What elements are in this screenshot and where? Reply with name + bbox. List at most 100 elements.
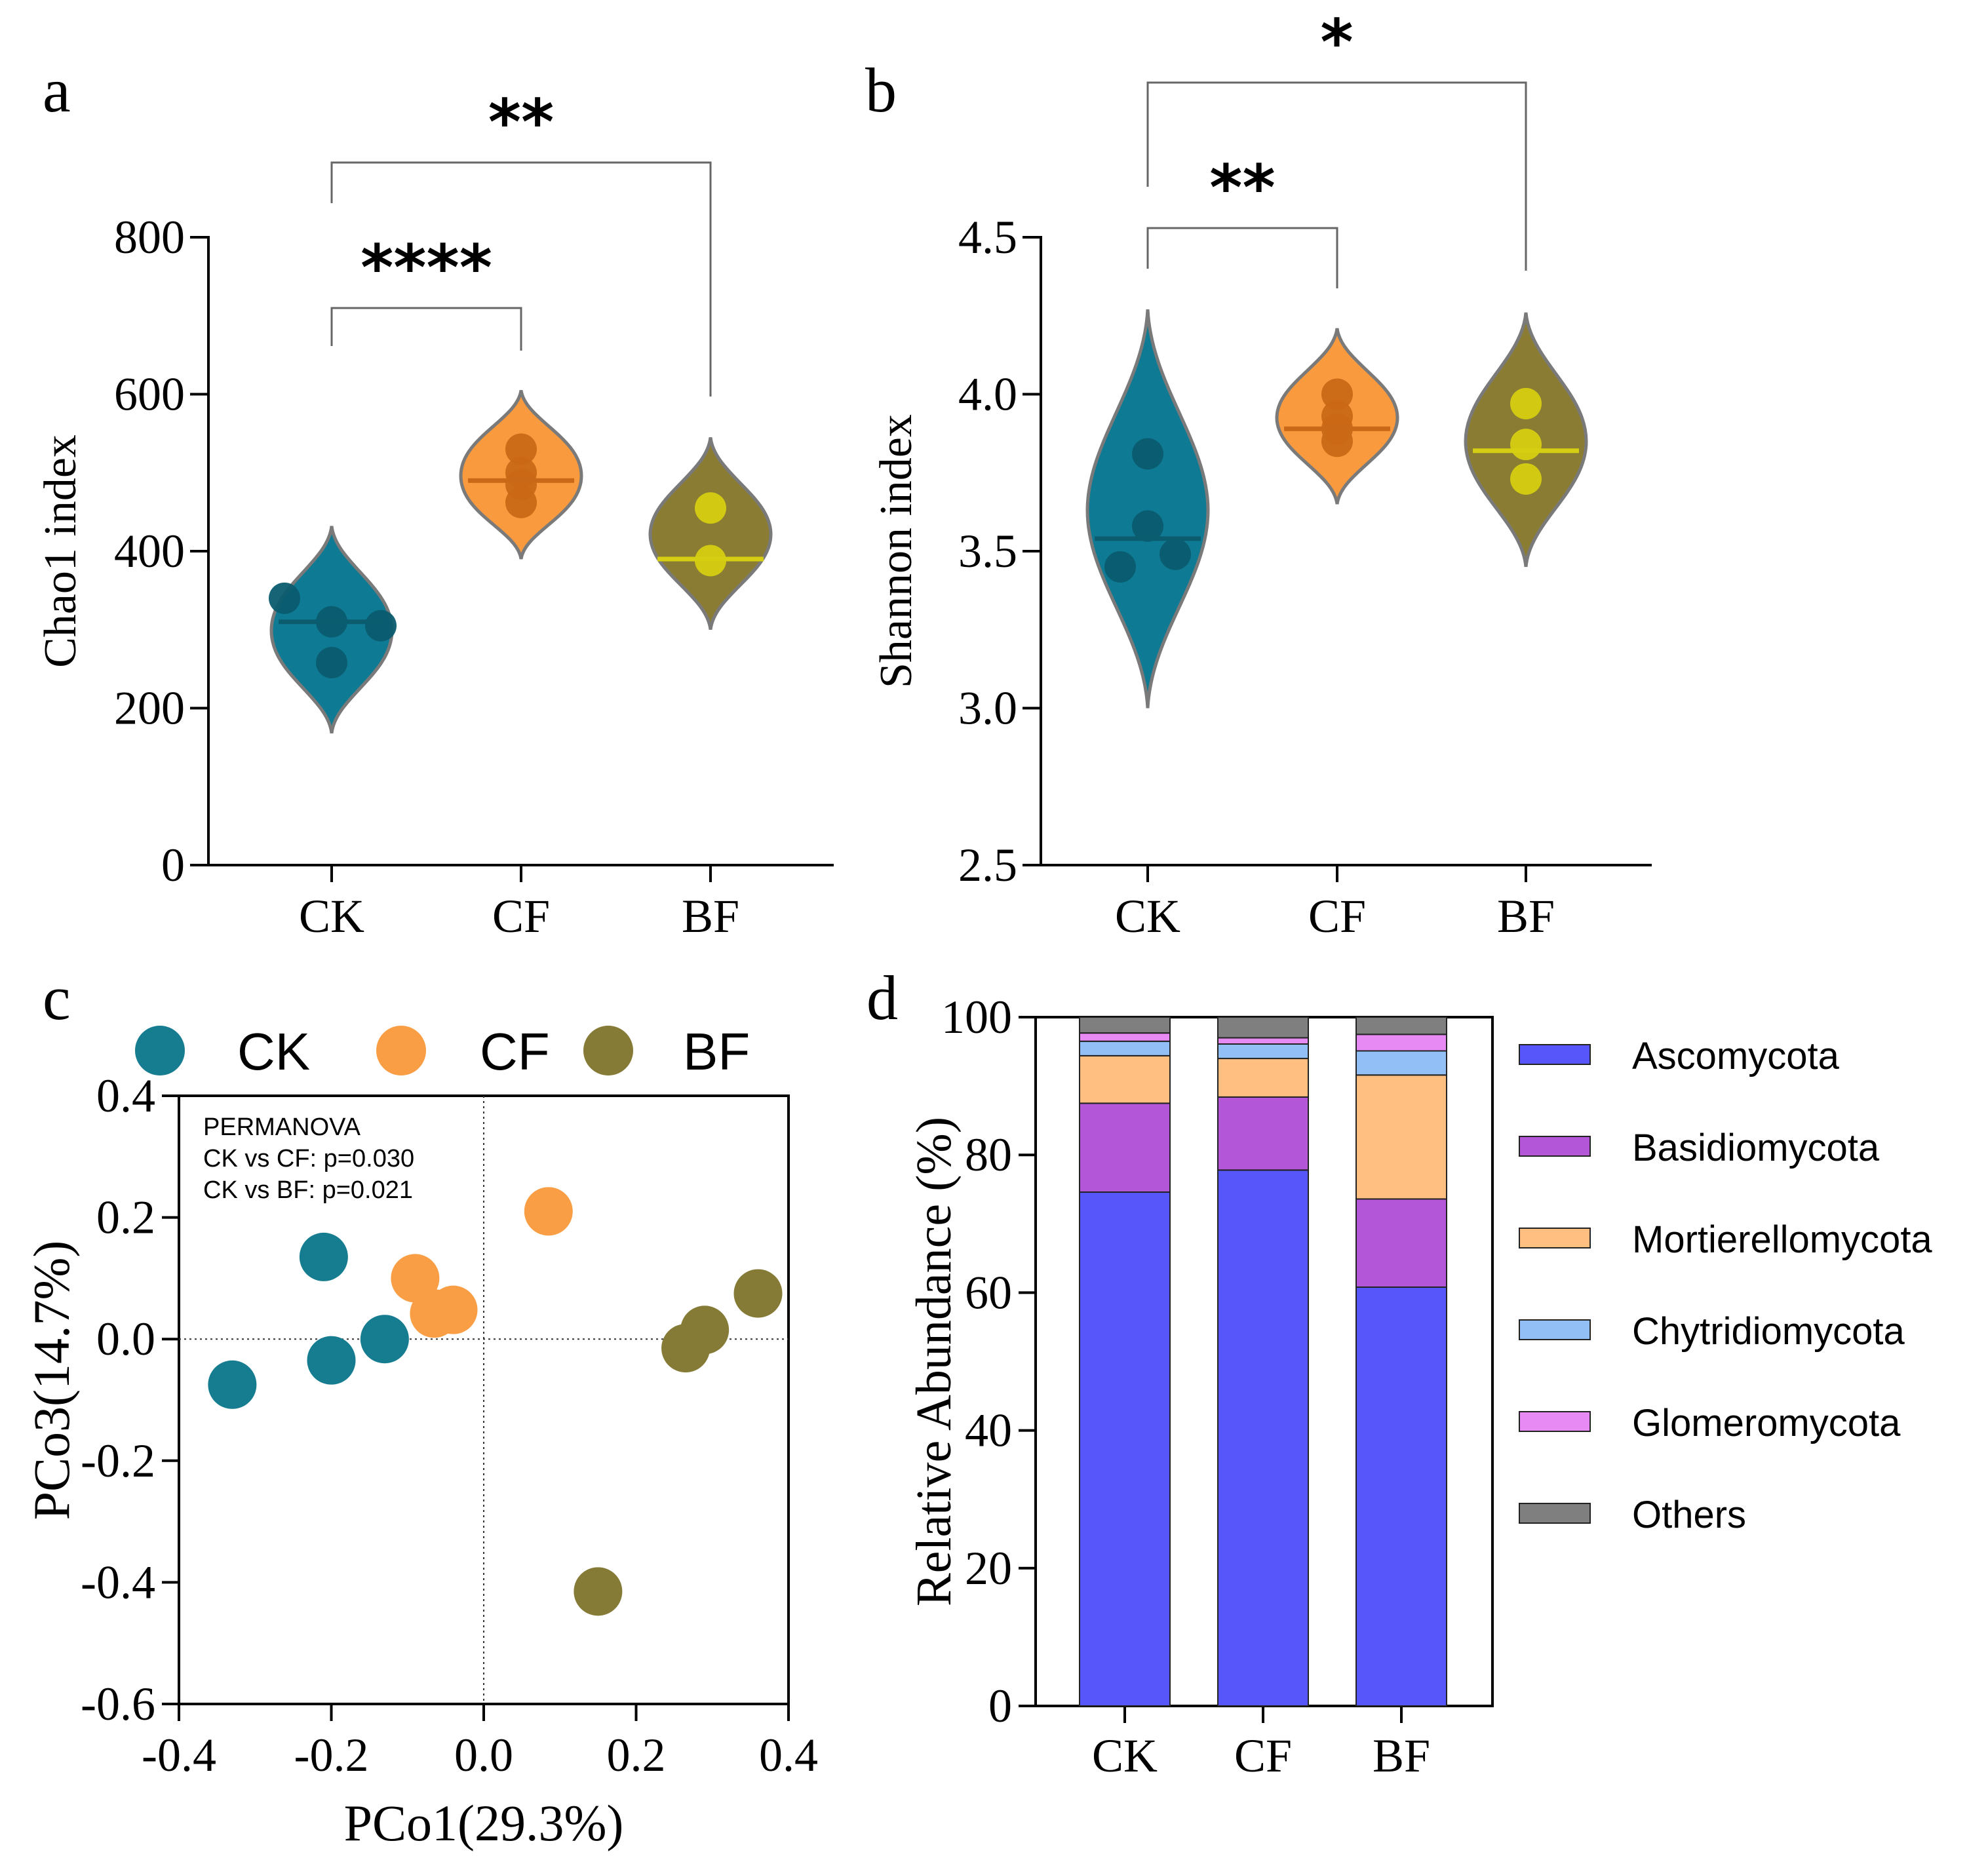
panel-letter: b: [865, 55, 897, 125]
data-point-cf: [1321, 425, 1353, 457]
significance-bracket: [1146, 227, 1338, 288]
x-tick-label-cf: CF: [1308, 890, 1366, 942]
bar-segment-chytridiomycota: [1355, 1050, 1447, 1076]
significance-label: *: [1320, 6, 1353, 79]
data-point-cf: [505, 433, 537, 465]
panel-letter: c: [43, 963, 71, 1033]
y-axis-title: Chao1 index: [35, 435, 86, 668]
data-point-bf: [1510, 387, 1542, 419]
data-point-ck: [316, 647, 347, 679]
y-tick-label: 200: [114, 682, 185, 735]
legend-swatch-ascomycota: [1519, 1044, 1591, 1065]
data-point-ck: [1104, 551, 1136, 583]
panel-c-pcoa-scatter: c-0.4 -0.2 0.0 0.2 0.4-0.6-0.4-0.20.00.20.4P…: [23, 963, 818, 1851]
legend-swatch-basidiomycota: [1519, 1136, 1591, 1157]
legend-swatch-others: [1519, 1503, 1591, 1524]
legend-label-others: Others: [1632, 1494, 1746, 1536]
bar-segment-basidiomycota: [1355, 1198, 1447, 1288]
scatter-point-bf: [733, 1269, 783, 1318]
data-point-cf: [1321, 378, 1353, 410]
legend-label-mortierellomycota: Mortierellomycota: [1632, 1218, 1932, 1261]
legend-label-chytridiomycota: Chytridiomycota: [1632, 1310, 1905, 1353]
y-tick-label: 2.5: [958, 839, 1017, 891]
y-tick-label: 60: [965, 1266, 1012, 1319]
legend-marker-ck: [135, 1026, 185, 1075]
x-tick-label: -0.2: [294, 1729, 369, 1781]
legend-marker-cf: [376, 1026, 426, 1075]
y-tick-label: 4.5: [958, 211, 1017, 263]
x-tick-label: -0.4: [142, 1729, 216, 1781]
y-tick-label: 4.0: [958, 368, 1017, 421]
y-tick-label: -0.4: [81, 1556, 155, 1608]
scatter-point-bf: [574, 1567, 623, 1616]
x-axis-title: PCo1(29.3%): [344, 1794, 624, 1851]
y-tick-label: 80: [965, 1129, 1012, 1181]
y-tick-label: 3.0: [958, 682, 1017, 735]
legend-label-bf: BF: [683, 1022, 750, 1081]
bar-segment-glomeromycota: [1217, 1037, 1309, 1045]
y-tick-label: 0: [161, 839, 185, 891]
data-point-ck: [269, 582, 300, 614]
y-tick-label: -0.2: [81, 1435, 155, 1487]
y-tick-label: 0.4: [96, 1070, 155, 1122]
scatter-point-bf: [661, 1324, 711, 1373]
legend-label-cf: CF: [480, 1022, 550, 1081]
panel-letter: a: [43, 55, 71, 125]
bar-segment-ascomycota: [1355, 1286, 1447, 1707]
significance-bracket: [330, 161, 712, 397]
bar-segment-mortierellomycota: [1079, 1055, 1171, 1104]
legend-swatch-glomeromycota: [1519, 1411, 1591, 1432]
x-tick-label: 0.2: [607, 1729, 666, 1781]
data-point-bf: [1510, 463, 1542, 495]
x-tick-label-bf: BF: [682, 890, 739, 942]
data-point-ck: [316, 606, 347, 638]
y-tick-label: 400: [114, 525, 185, 577]
bar-segment-ascomycota: [1217, 1169, 1309, 1707]
significance-label: **: [1209, 151, 1275, 225]
scatter-point-ck: [208, 1360, 257, 1409]
scatter-point-ck: [360, 1315, 409, 1364]
panel-d-stacked-bar: d 0 20 40 60 80 100 Relative Abundance (%) CK CF B…: [867, 963, 1932, 1782]
bar-segment-mortierellomycota: [1355, 1074, 1447, 1200]
legend-label-ck: CK: [237, 1022, 310, 1081]
permanova-annotation: CK vs CF: p=0.030: [203, 1145, 414, 1172]
violin-bf: [648, 437, 773, 630]
y-axis-title: Shannon index: [871, 414, 922, 688]
scatter-point-ck: [307, 1336, 356, 1385]
legend-label-glomeromycota: Glomeromycota: [1632, 1402, 1901, 1444]
y-tick-label: -0.6: [81, 1678, 155, 1730]
y-tick-label: 0: [988, 1680, 1012, 1732]
permanova-annotation: PERMANOVA: [203, 1113, 361, 1141]
bar-segment-chytridiomycota: [1217, 1043, 1309, 1060]
y-tick-label: 3.5: [958, 525, 1017, 577]
x-tick-label-ck: CK: [1092, 1730, 1158, 1782]
x-tick-label-bf: BF: [1497, 890, 1555, 942]
violin-ck: [1085, 309, 1210, 708]
significance-label: **: [488, 86, 554, 159]
data-point-bf: [695, 545, 726, 577]
data-point-ck: [1160, 538, 1191, 570]
bar-segment-others: [1079, 1016, 1171, 1034]
bar-segment-mortierellomycota: [1217, 1058, 1309, 1098]
bar-segment-others: [1217, 1016, 1309, 1039]
y-axis-title: Relative Abundance (%): [906, 1117, 962, 1606]
x-tick-label: 0.4: [759, 1729, 818, 1781]
bar-segment-others: [1355, 1016, 1447, 1035]
data-point-ck: [1132, 510, 1163, 542]
y-tick-label: 20: [965, 1542, 1012, 1595]
significance-label: ****: [361, 231, 492, 305]
y-tick-label: 100: [941, 991, 1012, 1043]
x-tick-label: 0.0: [454, 1729, 513, 1781]
legend-swatch-chytridiomycota: [1519, 1319, 1591, 1340]
panel-letter: d: [867, 963, 898, 1033]
data-point-bf: [695, 492, 726, 524]
y-tick-label: 0.2: [96, 1191, 155, 1244]
y-axis-title: PCo3(14.7%): [23, 1241, 80, 1520]
y-tick-label: 600: [114, 368, 185, 421]
x-tick-label-bf: BF: [1373, 1730, 1430, 1782]
y-tick-label: 0.0: [96, 1313, 155, 1365]
legend-swatch-mortierellomycota: [1519, 1228, 1591, 1248]
